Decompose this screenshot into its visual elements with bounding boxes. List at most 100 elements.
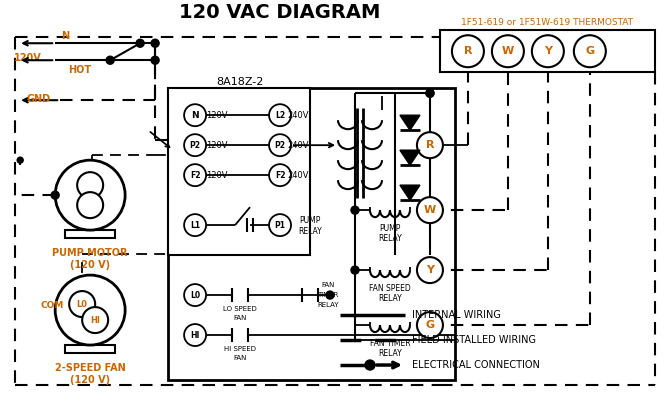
Text: Y: Y [426,265,434,275]
Circle shape [574,35,606,67]
Circle shape [55,160,125,230]
Circle shape [452,35,484,67]
Text: R: R [464,46,472,56]
Polygon shape [400,150,420,165]
Text: LO SPEED: LO SPEED [223,306,257,312]
Text: 8A18Z-2: 8A18Z-2 [216,77,264,87]
Circle shape [269,164,291,186]
Text: FIELD INSTALLED WIRING: FIELD INSTALLED WIRING [412,335,536,345]
Circle shape [55,275,125,345]
Text: G: G [425,320,435,330]
Text: (120 V): (120 V) [70,260,110,270]
Circle shape [152,40,158,46]
Text: FAN: FAN [233,355,247,361]
Text: 120V: 120V [206,171,228,180]
Text: L0: L0 [190,291,200,300]
Text: 2-SPEED FAN: 2-SPEED FAN [55,363,125,373]
Text: N: N [61,31,69,41]
Text: INTERNAL WIRING: INTERNAL WIRING [412,310,501,320]
Text: 240V: 240V [287,111,309,120]
Circle shape [269,214,291,236]
Circle shape [417,132,443,158]
Circle shape [269,134,291,156]
Bar [168,88,310,255]
Text: 1F51-619 or 1F51W-619 THERMOSTAT: 1F51-619 or 1F51W-619 THERMOSTAT [462,18,633,27]
Text: L0: L0 [76,300,88,308]
Text: W: W [502,46,514,56]
Text: HI: HI [190,331,200,339]
Text: 240V: 240V [287,171,309,180]
Circle shape [184,104,206,126]
Circle shape [184,214,206,236]
Text: HI SPEED: HI SPEED [224,346,256,352]
Text: FAN SPEED: FAN SPEED [369,284,411,292]
Text: F2: F2 [275,171,285,180]
Text: GND: GND [26,94,50,104]
Circle shape [417,257,443,283]
Text: 240V: 240V [287,141,309,150]
Circle shape [51,191,59,199]
Text: ELECTRICAL CONNECTION: ELECTRICAL CONNECTION [412,360,540,370]
Text: 120 VAC DIAGRAM: 120 VAC DIAGRAM [180,3,381,22]
Text: RELAY: RELAY [378,234,402,243]
Circle shape [365,360,375,370]
Text: Y: Y [544,46,552,56]
Text: 120V: 120V [206,141,228,150]
Text: N: N [191,111,199,120]
Circle shape [184,134,206,156]
Text: 120V: 120V [14,53,42,63]
Circle shape [426,89,434,97]
Text: RELAY: RELAY [317,302,339,308]
Text: RELAY: RELAY [378,349,402,357]
Circle shape [77,172,103,198]
Text: F2: F2 [190,171,200,180]
Text: FAN: FAN [322,282,335,288]
Circle shape [106,56,114,64]
Circle shape [532,35,564,67]
Circle shape [184,284,206,306]
Text: L1: L1 [190,221,200,230]
Circle shape [427,90,433,96]
Bar [440,30,655,72]
Text: TIMER: TIMER [318,292,339,298]
Circle shape [417,312,443,338]
Text: HI: HI [90,316,100,325]
Text: PUMP: PUMP [379,224,401,233]
Text: P2: P2 [190,141,200,150]
Text: PUMP: PUMP [299,216,321,225]
Bar [65,230,115,238]
Circle shape [151,39,159,47]
Circle shape [417,197,443,223]
Circle shape [82,307,108,333]
Text: P2: P2 [275,141,285,150]
Text: COM: COM [40,300,64,310]
Text: RELAY: RELAY [378,294,402,303]
Circle shape [151,56,159,64]
Circle shape [351,266,359,274]
Circle shape [351,206,359,214]
Text: FAN TIMER: FAN TIMER [370,339,410,347]
Text: L2: L2 [275,111,285,120]
Circle shape [326,291,334,299]
Text: PUMP MOTOR: PUMP MOTOR [52,248,128,258]
Text: R: R [425,140,434,150]
Text: (120 V): (120 V) [70,375,110,385]
Circle shape [269,104,291,126]
Text: FAN: FAN [233,315,247,321]
Text: W: W [424,205,436,215]
Circle shape [77,192,103,218]
Circle shape [492,35,524,67]
Bar [168,88,455,380]
Circle shape [184,324,206,346]
Circle shape [184,164,206,186]
Text: HOT: HOT [68,65,92,75]
Polygon shape [400,185,420,200]
Text: 120V: 120V [206,111,228,120]
Circle shape [17,157,23,163]
Text: G: G [586,46,594,56]
Circle shape [426,89,434,97]
Text: P1: P1 [275,221,285,230]
Circle shape [69,291,95,317]
Bar [65,345,115,353]
Text: RELAY: RELAY [298,227,322,235]
